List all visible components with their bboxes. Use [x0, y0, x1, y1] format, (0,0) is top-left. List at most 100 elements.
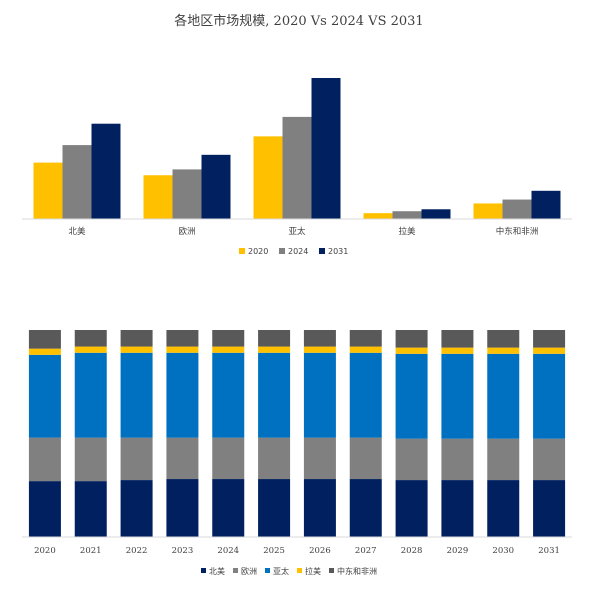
stack-segment-欧洲-2028: [395, 438, 428, 481]
bar-2031-北美: [91, 123, 121, 219]
year-label: 2020: [34, 546, 56, 556]
bar-2020-亚太: [253, 136, 283, 219]
stack-segment-北美-2030: [487, 480, 520, 537]
year-label: 2031: [538, 546, 560, 556]
category-label: 亚太: [288, 226, 306, 237]
legend-label: 亚太: [273, 566, 289, 576]
stack-segment-北美-2028: [395, 480, 428, 537]
stack-segment-亚太-2031: [533, 353, 566, 439]
stack-segment-欧洲-2022: [120, 437, 153, 481]
stack-segment-拉美-2030: [487, 347, 520, 354]
year-label: 2030: [492, 546, 514, 556]
stack-segment-北美-2025: [258, 479, 291, 537]
stack-segment-北美-2027: [349, 479, 382, 537]
stack-segment-中东和非洲-2026: [303, 330, 336, 347]
bar-2020-中东和非洲: [473, 203, 503, 219]
legend-swatch: [233, 568, 238, 573]
stack-segment-亚太-2024: [212, 352, 245, 438]
year-label: 2023: [172, 546, 194, 556]
stack-segment-亚太-2020: [28, 354, 61, 438]
legend-swatch: [265, 568, 270, 573]
stack-segment-北美-2022: [120, 480, 153, 537]
stack-segment-中东和非洲-2027: [349, 330, 382, 347]
stack-segment-亚太-2028: [395, 353, 428, 439]
stack-segment-中东和非洲-2028: [395, 330, 428, 348]
bar-2031-欧洲: [201, 154, 231, 219]
bar-2031-亚太: [311, 78, 341, 219]
stack-segment-拉美-2031: [533, 347, 566, 354]
stack-segment-亚太-2025: [258, 352, 291, 438]
stack-segment-亚太-2022: [120, 352, 153, 438]
bar-2024-北美: [62, 145, 92, 219]
stack-segment-亚太-2021: [74, 352, 107, 438]
stack-segment-拉美-2022: [120, 346, 153, 353]
bar-2031-拉美: [421, 209, 451, 219]
bar-2024-欧洲: [172, 169, 202, 219]
year-label: 2025: [263, 546, 285, 556]
stack-segment-拉美-2024: [212, 346, 245, 353]
legend-swatch: [239, 248, 245, 254]
stack-segment-欧洲-2031: [533, 438, 566, 481]
year-label: 2028: [401, 546, 423, 556]
stack-segment-中东和非洲-2031: [533, 330, 566, 348]
stack-segment-欧洲-2025: [258, 437, 291, 480]
chart-title: 各地区市场规模, 2020 Vs 2024 VS 2031: [174, 13, 423, 29]
legend-label: 中东和非洲: [337, 566, 377, 576]
stack-segment-中东和非洲-2021: [74, 330, 107, 347]
stack-segment-欧洲-2027: [349, 437, 382, 480]
stack-segment-亚太-2023: [166, 352, 199, 438]
stack-segment-拉美-2028: [395, 347, 428, 354]
year-label: 2027: [355, 546, 377, 556]
stack-segment-亚太-2026: [303, 352, 336, 438]
stack-segment-欧洲-2021: [74, 437, 107, 482]
stack-segment-北美-2020: [28, 481, 61, 537]
category-label: 中东和非洲: [496, 226, 539, 237]
legend-swatch: [279, 248, 285, 254]
legend-label: 欧洲: [241, 566, 257, 576]
legend-swatch: [297, 568, 302, 573]
year-label: 2029: [447, 546, 469, 556]
year-label: 2022: [126, 546, 148, 556]
stack-segment-拉美-2021: [74, 346, 107, 353]
bar-2031-中东和非洲: [531, 190, 561, 219]
stack-segment-北美-2024: [212, 479, 245, 537]
stack-segment-中东和非洲-2030: [487, 330, 520, 348]
stack-segment-欧洲-2024: [212, 437, 245, 480]
stack-segment-拉美-2025: [258, 346, 291, 353]
stack-segment-拉美-2023: [166, 346, 199, 353]
stack-segment-中东和非洲-2025: [258, 330, 291, 347]
category-label: 拉美: [398, 226, 416, 237]
bar-2024-亚太: [282, 116, 312, 219]
stack-segment-中东和非洲-2029: [441, 330, 474, 348]
bar-2020-拉美: [363, 213, 393, 219]
stack-segment-亚太-2030: [487, 353, 520, 439]
legend-swatch: [319, 248, 325, 254]
bar-2024-中东和非洲: [502, 199, 532, 219]
stack-segment-中东和非洲-2023: [166, 330, 199, 347]
bar-2024-拉美: [392, 211, 422, 219]
stack-segment-北美-2031: [533, 480, 566, 537]
stack-segment-拉美-2020: [28, 348, 61, 355]
stack-segment-亚太-2029: [441, 353, 474, 439]
year-label: 2024: [217, 546, 239, 556]
stack-segment-北美-2029: [441, 480, 474, 537]
grouped-bar-chart: 各地区市场规模, 2020 Vs 2024 VS 2031 北美 欧洲 亚太 拉美 中东…: [22, 13, 572, 256]
legend-label: 拉美: [305, 566, 321, 576]
stack-segment-拉美-2029: [441, 347, 474, 354]
legend-swatch: [329, 568, 334, 573]
legend-label: 2024: [288, 247, 308, 256]
stack-segment-北美-2021: [74, 481, 107, 537]
stack-segment-欧洲-2029: [441, 438, 474, 481]
stack-segment-拉美-2026: [303, 346, 336, 353]
stack-segment-亚太-2027: [349, 352, 382, 438]
stack-segment-中东和非洲-2024: [212, 330, 245, 347]
legend-label: 北美: [209, 566, 225, 576]
stack-segment-拉美-2027: [349, 346, 382, 353]
bar-2020-北美: [33, 162, 63, 219]
stack-segment-欧洲-2026: [303, 437, 336, 480]
legend-label: 2020: [248, 247, 268, 256]
stack-segment-中东和非洲-2020: [28, 330, 61, 349]
stack-segment-北美-2023: [166, 479, 199, 537]
stack-segment-欧洲-2023: [166, 437, 199, 480]
stack-segment-北美-2026: [303, 479, 336, 537]
